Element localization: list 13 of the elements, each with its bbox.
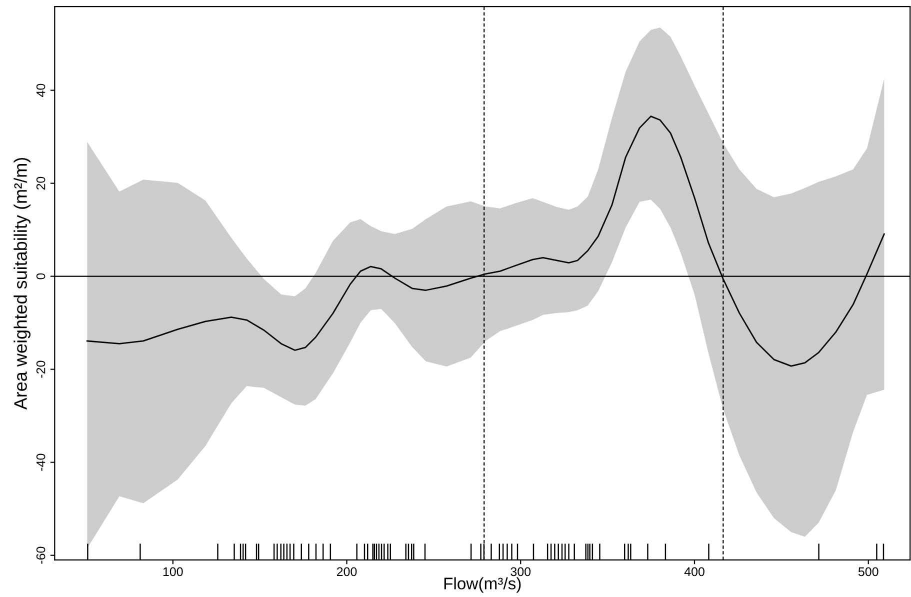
y-axis-title: Area weighted suitability (m²/m) (14, 158, 31, 410)
y-tick-label: -20 (36, 360, 46, 378)
x-tick-label: 300 (510, 567, 531, 576)
x-tick-label: 400 (684, 567, 704, 576)
x-tick-label: 500 (858, 567, 878, 576)
x-tick-label: 100 (163, 567, 183, 576)
x-tick-label: 200 (336, 567, 357, 576)
x-axis-title: Flow(m³/s) (444, 577, 521, 593)
y-tick-label: -60 (36, 546, 46, 564)
y-tick-label: 0 (36, 273, 46, 280)
y-tick-label: 20 (36, 176, 46, 190)
y-tick-label: -40 (36, 454, 46, 471)
y-tick-label: 40 (36, 84, 46, 97)
